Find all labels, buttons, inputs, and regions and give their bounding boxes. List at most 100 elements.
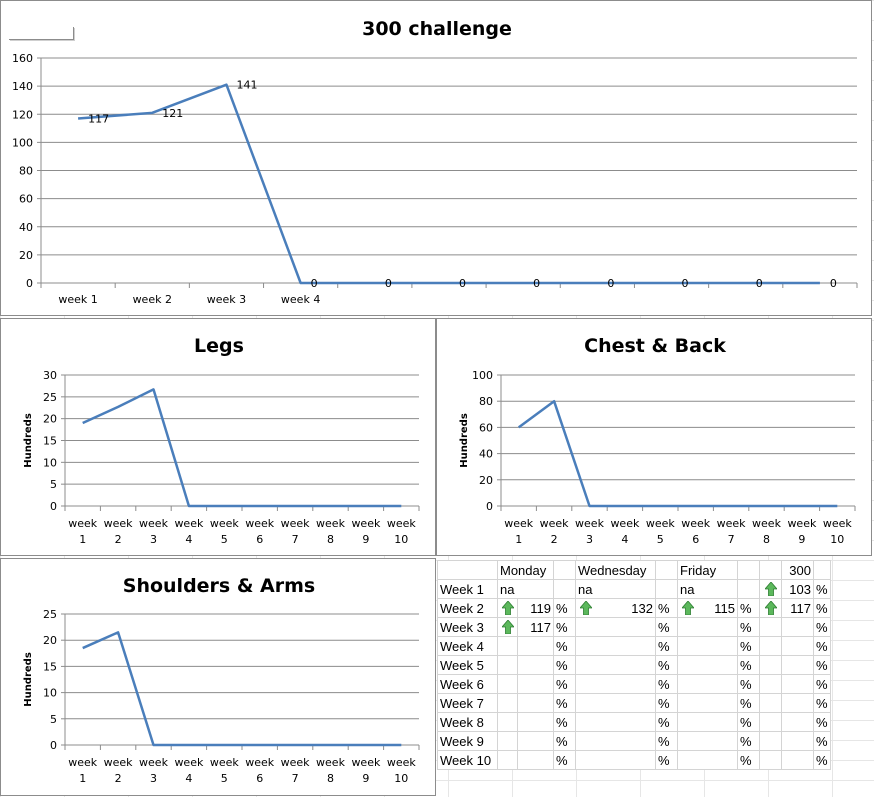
x-tick-label-line: week	[104, 517, 134, 530]
table-row: Week 1 na na na 103%	[437, 579, 831, 599]
cell-300-arrow	[759, 617, 782, 637]
x-tick-label-line: week	[245, 517, 275, 530]
table-row: Week 9%%%%	[437, 731, 831, 751]
cell-wed-percent	[655, 579, 678, 599]
cell-mon-percent: %	[553, 693, 576, 713]
cell-t300-percent: %	[813, 636, 831, 656]
cell-mon-percent: %	[553, 712, 576, 732]
y-tick-label: 25	[43, 391, 57, 404]
cell-fri-percent: %	[737, 693, 760, 713]
row-label: Week 6	[437, 674, 498, 694]
cell-t300-percent: %	[813, 617, 831, 637]
chart-300-challenge-plot: 300 challenge 0 20 40 60 80 100 120 140 160 week 1…	[12, 18, 858, 306]
header-wednesday: Wednesday	[575, 560, 656, 580]
x-tick-label: week 8	[316, 756, 346, 785]
cell-mon-arrow	[497, 674, 518, 694]
y-tick-label: 15	[43, 660, 57, 673]
cell-fri-percent: %	[737, 750, 760, 770]
x-tick-label-line: week	[787, 517, 817, 530]
data-label: 0	[756, 277, 763, 290]
y-tick-label: 160	[12, 52, 33, 65]
data-label: 0	[533, 277, 540, 290]
x-tick-label-line: week	[387, 517, 417, 530]
cell-fri-value: 115	[677, 598, 738, 618]
x-tick-label-line: 6	[692, 533, 699, 546]
x-tick-label-line: 1	[79, 533, 86, 546]
x-tick-label: week 10	[387, 756, 417, 785]
cell-mon-value	[517, 636, 554, 656]
x-tick-label-line: week	[245, 756, 275, 769]
x-tick-label-line: week	[139, 517, 169, 530]
header-blank	[553, 560, 576, 580]
x-tick-label-line: week	[210, 517, 240, 530]
x-tick-label: week 9	[351, 517, 381, 546]
tracker-table: Monday Wednesday Friday 300 Week 1 na na na…	[437, 560, 831, 770]
cell-wed-value	[575, 636, 656, 656]
cell-wed-percent: %	[655, 693, 678, 713]
x-tick-label-line: week	[210, 756, 240, 769]
chart-300-challenge[interactable]: 300 challenge 0 20 40 60 80 100 120 140 160 week 1…	[0, 0, 872, 316]
cell-wed-value	[575, 693, 656, 713]
x-tick-label: week 10	[823, 517, 853, 546]
cell-mon-value	[517, 693, 554, 713]
x-tick-label-line: 8	[763, 533, 770, 546]
x-tick-label: week 2	[104, 756, 134, 785]
series-line	[77, 83, 820, 285]
x-tick-label: week 6	[681, 517, 711, 546]
cell-wed-value	[575, 674, 656, 694]
x-tick-label-line: week	[281, 756, 311, 769]
x-tick-label-line: 5	[657, 533, 664, 546]
x-tick-label-line: week	[351, 756, 381, 769]
cell-fri-value	[677, 693, 738, 713]
x-tick-label: week 5	[210, 756, 240, 785]
header-blank	[813, 560, 831, 580]
cell-t300-percent: %	[813, 579, 831, 599]
y-tick-label: 20	[479, 474, 493, 487]
cell-t300-percent: %	[813, 712, 831, 732]
cell-t300-percent: %	[813, 674, 831, 694]
y-tick-label: 0	[26, 277, 33, 290]
chart-legs[interactable]: Legs 0 5 10 15 20 25 30 week 1 week 2 week 3 week 4 week…	[0, 318, 436, 556]
chart-title: Chest & Back	[584, 335, 726, 357]
x-tick-label-line: week	[610, 517, 640, 530]
chart-chest-back[interactable]: Chest & Back 0 20 40 60 80 100 week 1 week 2 week 3 w…	[436, 318, 872, 556]
chart-corner-tab	[9, 27, 74, 40]
x-tick-label-line: 9	[798, 533, 805, 546]
cell-300-value: 117	[781, 598, 814, 618]
data-label: 0	[459, 277, 466, 290]
y-tick-label: 60	[19, 193, 33, 206]
x-tick-label-line: 3	[586, 533, 593, 546]
x-tick-label-line: 10	[830, 533, 844, 546]
table-row: Week 4%%%%	[437, 636, 831, 656]
y-tick-label: 40	[479, 448, 493, 461]
y-tick-label: 120	[12, 108, 33, 121]
x-tick-label-line: 7	[292, 533, 299, 546]
data-label: 0	[830, 277, 837, 290]
x-tick-label: week 2	[104, 517, 134, 546]
table-row: Week 8%%%%	[437, 712, 831, 732]
header-300: 300	[781, 560, 814, 580]
cell-300-value	[781, 731, 814, 751]
cell-wed-percent: %	[655, 674, 678, 694]
x-tick-label-line: week	[281, 517, 311, 530]
x-tick-label: week 1	[68, 756, 98, 785]
cell-mon-arrow	[497, 655, 518, 675]
data-label: 117	[88, 112, 109, 125]
x-tick-label-line: week	[504, 517, 534, 530]
cell-t300-percent: %	[813, 598, 831, 618]
cell-wed-percent: %	[655, 636, 678, 656]
y-tick-label: 10	[43, 456, 57, 469]
table-row: Week 6%%%%	[437, 674, 831, 694]
chart-shoulders-arms[interactable]: Shoulders & Arms 0 5 10 15 20 25 week 1 week 2 week…	[0, 558, 436, 796]
x-tick-label-line: 8	[327, 533, 334, 546]
y-tick-label: 0	[50, 739, 57, 752]
x-tick-label: week 5	[210, 517, 240, 546]
table-row: Week 2 119% 132% 115% 117%	[437, 598, 831, 618]
cell-wed-percent: %	[655, 598, 678, 618]
y-tick-label: 40	[19, 221, 33, 234]
x-tick-label-line: 1	[79, 772, 86, 785]
green-up-arrow-icon	[579, 600, 593, 618]
row-label: Week 8	[437, 712, 498, 732]
header-blank	[655, 560, 678, 580]
